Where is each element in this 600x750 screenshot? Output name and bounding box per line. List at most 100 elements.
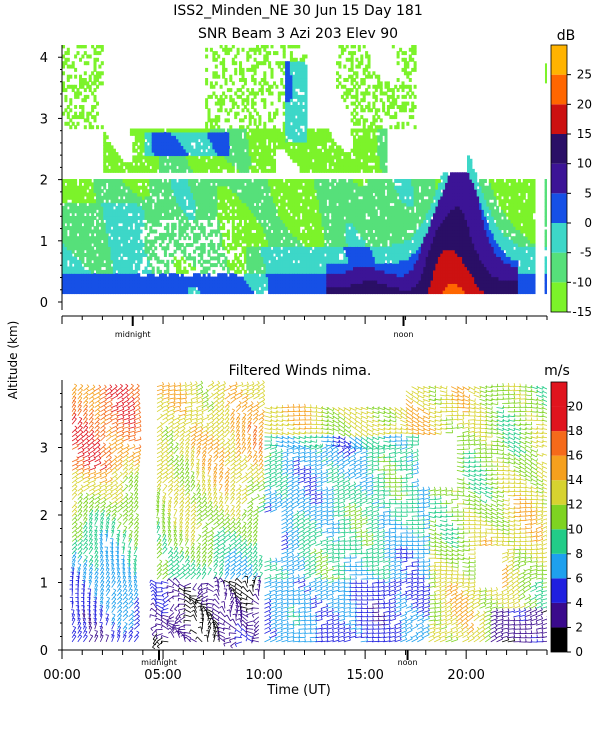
- snr-cell-1660: [166, 158, 170, 163]
- snr-cell-1441: [151, 179, 155, 183]
- snr-cell-1749: [173, 226, 177, 231]
- snr-cell-4: [62, 276, 66, 281]
- snr-cell-1667: [166, 131, 170, 136]
- snr-cell-4028: [294, 195, 298, 200]
- snr-cell-4098: [297, 145, 301, 150]
- snr-cell-3116: [251, 128, 255, 133]
- snr-cell-1060: [127, 236, 131, 241]
- snr-cell-1815: [178, 269, 182, 274]
- snr-cell-4163: [299, 115, 303, 120]
- snr-cell-1731: [171, 145, 175, 150]
- snr-cell-1930: [185, 283, 189, 288]
- snr-cell-1672: [168, 280, 172, 284]
- snr-cell-3007: [246, 148, 250, 153]
- snr-cell-1005: [122, 192, 126, 197]
- snr-cell-2279: [207, 162, 211, 167]
- snr-cell-4021: [294, 222, 298, 227]
- snr-cell-201: [74, 280, 78, 284]
- snr-cell-2185: [202, 226, 206, 231]
- snr-cell-1515: [156, 165, 160, 170]
- snr-cell-4204: [302, 202, 306, 207]
- snr-cell-391: [83, 98, 87, 103]
- snr-cell-1264: [139, 155, 143, 160]
- snr-cell-3628: [277, 286, 281, 291]
- snr-cell-2877: [241, 280, 245, 284]
- snr-cell-4660: [326, 290, 330, 295]
- snr-cell-2066: [195, 283, 199, 288]
- snr-cell-4420: [311, 192, 315, 197]
- snr-cell-4622: [323, 269, 327, 274]
- snr-cell-4115: [297, 74, 301, 79]
- snr-cell-84: [66, 283, 70, 288]
- snr-cell-500: [91, 205, 95, 210]
- snr-cell-1490: [154, 128, 158, 133]
- snr-cell-4981: [343, 185, 347, 190]
- snr-cell-358: [81, 78, 85, 82]
- snr-cell-661: [100, 202, 104, 207]
- snr-cell-4499: [316, 229, 320, 234]
- snr-cell-1221: [137, 199, 141, 204]
- snr-cell-4051: [294, 84, 298, 89]
- snr-cell-3606: [275, 219, 279, 224]
- snr-cell-3382: [263, 71, 267, 76]
- snr-cell-2371: [212, 131, 216, 136]
- snr-cell-1853: [180, 283, 184, 288]
- snr-cell-4488: [316, 266, 320, 271]
- snr-cell-136: [69, 239, 73, 244]
- snr-cell-87: [66, 273, 70, 278]
- snr-cell-3141: [253, 239, 257, 244]
- snr-cell-3787: [285, 202, 289, 207]
- snr-cell-4927: [340, 226, 344, 231]
- snr-cell-2442: [217, 212, 221, 217]
- snr-cell-2691: [231, 283, 235, 288]
- snr-cell-2592: [224, 148, 228, 153]
- snr-cell-90: [66, 256, 70, 261]
- snr-cell-2056: [193, 162, 197, 167]
- snr-cell-1803: [176, 148, 180, 153]
- snr-cell-403: [86, 280, 90, 284]
- snr-cell-3104: [251, 185, 255, 190]
- snr-cell-419: [86, 222, 90, 227]
- snr-cell-3690: [280, 209, 284, 214]
- snr-cell-819: [110, 195, 114, 200]
- snr-cell-3484: [268, 64, 272, 69]
- snr-cell-2019: [190, 158, 194, 163]
- snr-cell-1298: [142, 155, 146, 160]
- snr-cell-4015: [294, 246, 298, 251]
- snr-cell-1724: [171, 168, 175, 173]
- snr-cell-4337: [306, 179, 310, 183]
- snr-cell-3002: [246, 165, 250, 170]
- snr-cell-3562: [273, 202, 277, 207]
- snr-cell-555: [93, 57, 97, 62]
- snr-cell-493: [91, 232, 95, 237]
- snr-cell-458: [88, 222, 92, 227]
- snr-cell-3985: [292, 115, 296, 120]
- snr-cell-4173: [299, 78, 303, 82]
- snr-cell-1645: [166, 222, 170, 227]
- snr-cell-1526: [156, 128, 160, 133]
- snr-cell-281: [79, 273, 83, 278]
- snr-cell-3684: [280, 232, 284, 237]
- snr-cell-4116: [297, 71, 301, 76]
- snr-cell-3797: [285, 138, 289, 143]
- snr-cell-4841: [336, 219, 340, 224]
- snr-cell-3083: [251, 263, 255, 268]
- snr-cell-841: [112, 263, 116, 268]
- snr-cell-2932: [243, 249, 247, 254]
- snr-cell-4764: [331, 202, 335, 207]
- snr-cell-772: [108, 226, 112, 231]
- snr-cell-1821: [178, 236, 182, 241]
- snr-cell-2070: [195, 246, 199, 251]
- snr-cell-1863: [180, 226, 184, 231]
- snr-cell-646: [100, 256, 104, 261]
- snr-cell-1393: [149, 229, 153, 234]
- snr-cell-961: [120, 229, 124, 234]
- snr-cell-1171: [134, 229, 138, 234]
- snr-cell-3243: [258, 253, 262, 257]
- snr-cell-2025: [190, 135, 194, 140]
- snr-cell-873: [115, 290, 119, 295]
- snr-cell-1809: [176, 128, 180, 133]
- snr-cell-4379: [309, 182, 313, 187]
- snr-cell-21: [62, 219, 66, 224]
- snr-cell-4943: [340, 165, 344, 170]
